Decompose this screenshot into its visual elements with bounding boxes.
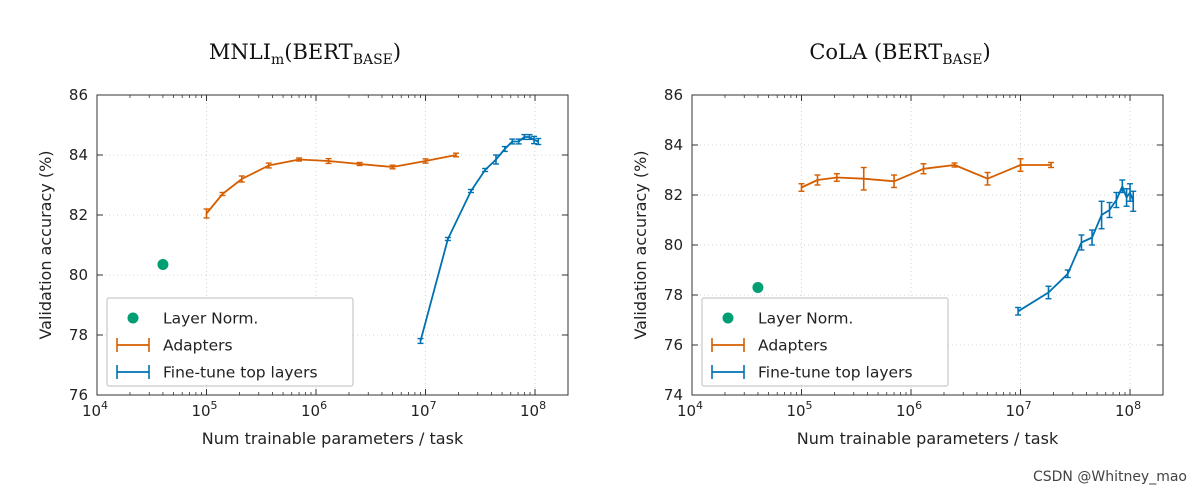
legend: Layer Norm. Adapters Fine-tune top layers xyxy=(106,297,354,387)
data-point-layer-norm xyxy=(752,282,764,293)
y-tick-label: 84 xyxy=(69,146,88,164)
x-axis-label: Num trainable parameters / task xyxy=(797,429,1059,448)
chart-title: MNLIm(BERTBASE) xyxy=(209,40,401,68)
x-tick-label: 104 xyxy=(82,399,108,420)
legend: Layer Norm. Adapters Fine-tune top layers xyxy=(701,297,949,387)
series-line xyxy=(801,164,1052,189)
y-tick-label: 74 xyxy=(664,386,683,404)
x-tick-label: 104 xyxy=(677,399,703,420)
y-tick-label: 82 xyxy=(664,186,683,204)
series-adapters xyxy=(798,158,1055,192)
data-point-layer-norm xyxy=(157,259,169,270)
x-tick-label: 107 xyxy=(1005,399,1031,420)
x-tick-label: 105 xyxy=(786,399,812,420)
legend-label: Fine-tune top layers xyxy=(758,364,913,382)
legend-label: Fine-tune top layers xyxy=(163,364,318,382)
y-tick-label: 76 xyxy=(69,386,88,404)
y-tick-label: 78 xyxy=(69,326,88,344)
legend-box xyxy=(106,297,354,387)
y-tick-label: 82 xyxy=(69,206,88,224)
y-axis-label: Validation accuracy (%) xyxy=(36,150,55,339)
legend-box xyxy=(701,297,949,387)
chart-title: CoLA (BERTBASE) xyxy=(809,40,990,68)
watermark-text: CSDN @Whitney_mao xyxy=(1032,469,1187,485)
x-tick-label: 106 xyxy=(896,399,922,420)
x-tick-label: 107 xyxy=(410,399,436,420)
y-tick-label: 86 xyxy=(69,86,88,104)
legend-label: Adapters xyxy=(758,337,828,355)
legend-marker-layer-norm xyxy=(722,312,734,324)
x-tick-label: 105 xyxy=(191,399,217,420)
y-tick-label: 80 xyxy=(69,266,88,284)
series-layer-norm xyxy=(157,259,169,270)
y-tick-label: 86 xyxy=(664,86,683,104)
y-tick-label: 84 xyxy=(664,136,683,154)
legend-marker-layer-norm xyxy=(127,312,139,324)
x-tick-label: 108 xyxy=(520,399,546,420)
y-tick-label: 80 xyxy=(664,236,683,254)
series-fine-tune xyxy=(417,133,542,345)
series-layer-norm xyxy=(752,282,764,293)
plot-frame xyxy=(96,94,569,396)
chart-panel-2: 104 105 106 107 108 74 76 78 80 82 84 86 Num trainab… xyxy=(631,40,1164,448)
series-fine-tune xyxy=(1015,179,1137,316)
legend-label: Layer Norm. xyxy=(758,310,853,328)
legend-label: Adapters xyxy=(163,337,233,355)
y-tick-label: 76 xyxy=(664,336,683,354)
legend-label: Layer Norm. xyxy=(163,310,258,328)
x-axis-label: Num trainable parameters / task xyxy=(202,429,464,448)
x-tick-label: 106 xyxy=(301,399,327,420)
series-line xyxy=(419,136,539,342)
series-line xyxy=(205,154,457,215)
x-tick-label: 108 xyxy=(1115,399,1141,420)
y-axis-label: Validation accuracy (%) xyxy=(631,150,650,339)
chart-panel-1: 104 105 106 107 108 76 78 80 82 84 86 Num trainable… xyxy=(36,40,569,448)
y-tick-label: 78 xyxy=(664,286,683,304)
series-adapters xyxy=(203,152,460,219)
